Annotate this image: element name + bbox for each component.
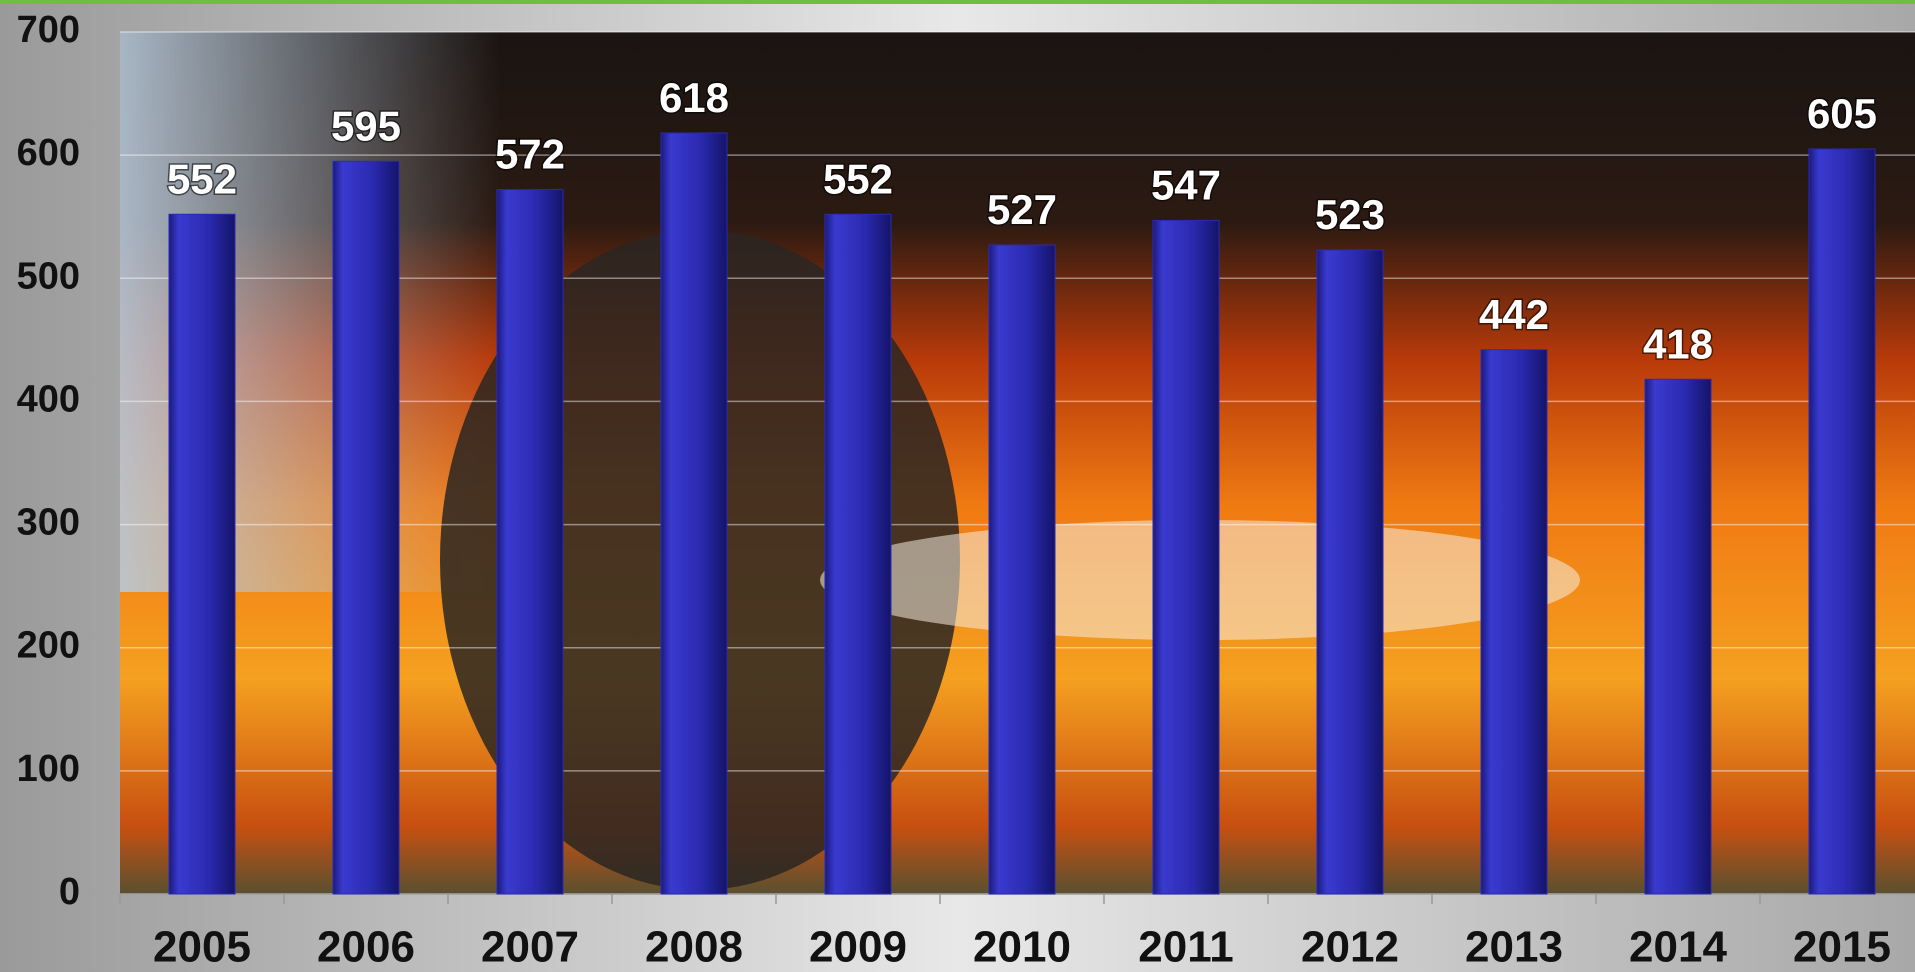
bar — [1808, 148, 1876, 895]
value-label: 547 — [1151, 162, 1221, 209]
bar — [1152, 219, 1220, 895]
value-label: 418 — [1643, 320, 1713, 367]
x-tick-label: 2012 — [1301, 923, 1399, 972]
bar — [824, 213, 892, 895]
value-label: 527 — [987, 186, 1057, 233]
value-label: 595 — [331, 102, 401, 149]
y-tick-label: 0 — [59, 871, 80, 913]
value-label: 618 — [659, 74, 729, 121]
x-tick-label: 2009 — [809, 923, 907, 972]
y-tick-label: 100 — [17, 748, 80, 790]
bar — [168, 213, 236, 895]
y-tick-label: 500 — [17, 255, 80, 297]
value-label: 572 — [495, 131, 565, 178]
value-label: 523 — [1315, 191, 1385, 238]
bar — [1480, 349, 1548, 895]
x-tick-label: 2007 — [481, 923, 579, 972]
bar — [496, 189, 564, 895]
value-label: 552 — [167, 155, 237, 202]
x-tick-label: 2015 — [1793, 923, 1891, 972]
x-tick-label: 2014 — [1629, 923, 1727, 972]
x-tick-label: 2011 — [1138, 923, 1233, 972]
bar — [332, 160, 400, 895]
x-tick-label: 2010 — [973, 923, 1071, 972]
value-label: 552 — [823, 155, 893, 202]
y-tick-label: 600 — [17, 132, 80, 174]
value-label: 605 — [1807, 90, 1877, 137]
bar — [988, 244, 1056, 895]
bar — [1644, 378, 1712, 895]
x-tick-label: 2008 — [645, 923, 743, 972]
value-label: 442 — [1479, 291, 1549, 338]
bar — [660, 132, 728, 895]
top-rule — [0, 0, 1915, 4]
x-tick-label: 2006 — [317, 923, 415, 972]
y-tick-label: 700 — [17, 9, 80, 51]
x-tick-label: 2005 — [153, 923, 251, 972]
y-tick-label: 400 — [17, 378, 80, 420]
y-tick-label: 200 — [17, 625, 80, 667]
y-tick-label: 300 — [17, 502, 80, 544]
bar — [1316, 249, 1384, 895]
x-tick-label: 2013 — [1465, 923, 1563, 972]
